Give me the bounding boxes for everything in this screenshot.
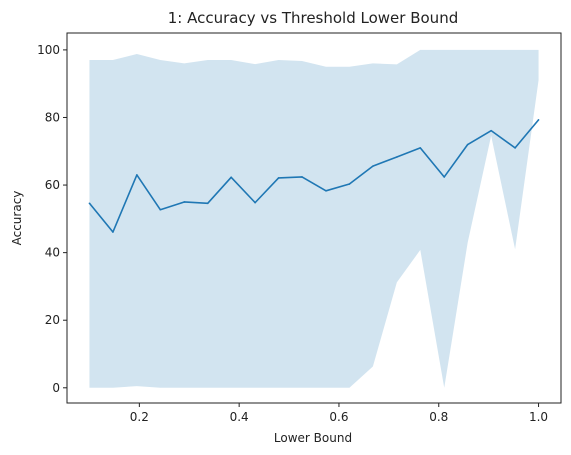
- data-point: [443, 176, 446, 178]
- y-tick-label: 20: [45, 313, 60, 327]
- x-tick-label: 0.8: [429, 410, 448, 424]
- confidence-band: [89, 49, 539, 388]
- x-tick-label: 0.4: [230, 410, 249, 424]
- data-point: [136, 174, 138, 176]
- data-point: [88, 202, 91, 205]
- data-point: [230, 176, 232, 179]
- x-axis: 0.2 0.4 0.6 0.8 1.0: [130, 403, 548, 424]
- y-tick-label: 60: [45, 178, 60, 192]
- plot-area: [88, 49, 540, 388]
- data-point: [277, 177, 280, 179]
- data-point: [183, 201, 186, 203]
- y-tick-label: 40: [45, 246, 60, 260]
- plot-frame: [66, 32, 562, 404]
- x-tick-label: 0.2: [130, 410, 149, 424]
- data-point: [301, 176, 303, 178]
- y-tick-label: 80: [45, 110, 60, 124]
- y-axis: 0 20 40 60 80 100: [37, 43, 67, 395]
- data-point: [206, 202, 209, 205]
- data-point: [537, 119, 540, 121]
- data-point: [490, 129, 492, 132]
- y-tick-label: 0: [52, 381, 60, 395]
- y-axis-label: Accuracy: [10, 191, 24, 246]
- chart-title: 1: Accuracy vs Threshold Lower Bound: [168, 9, 458, 27]
- data-point: [396, 156, 398, 158]
- x-axis-label: Lower Bound: [274, 431, 352, 445]
- data-point: [514, 147, 516, 149]
- data-point: [254, 201, 256, 204]
- data-point: [466, 143, 469, 146]
- data-point: [372, 165, 374, 167]
- accuracy-line: [88, 119, 540, 233]
- data-point: [325, 190, 327, 192]
- data-point: [348, 183, 351, 185]
- data-point: [419, 147, 422, 149]
- x-tick-label: 0.6: [329, 410, 348, 424]
- x-tick-label: 1.0: [529, 410, 548, 424]
- data-point: [159, 208, 162, 211]
- data-point: [112, 231, 114, 233]
- y-tick-label: 100: [37, 43, 60, 57]
